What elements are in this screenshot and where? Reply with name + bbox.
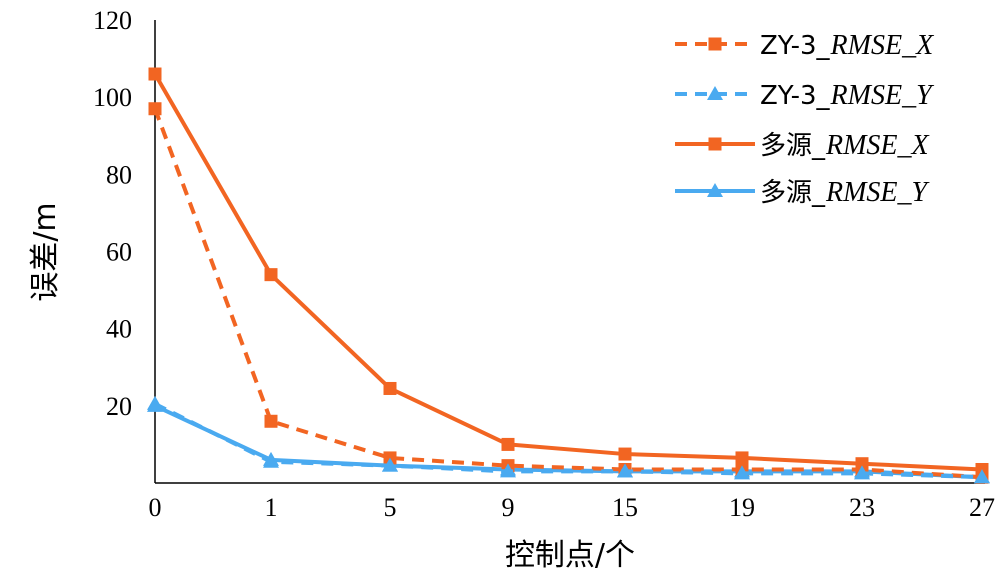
series-layer — [147, 67, 990, 484]
data-point — [264, 414, 278, 428]
legend-item: 多源_ RMSE_X — [675, 130, 930, 161]
data-point — [382, 457, 398, 472]
y-tick-label: 60 — [106, 238, 132, 267]
x-tick-label: 15 — [612, 493, 638, 522]
legend-label-prefix: 多源_ — [760, 131, 826, 161]
y-tick-label: 40 — [106, 315, 132, 344]
series-line — [154, 402, 983, 480]
series-多源_RMSE_X — [148, 67, 989, 476]
legend-item: 多源_ RMSE_Y — [675, 177, 931, 208]
data-point — [735, 451, 749, 465]
legend-marker — [707, 183, 723, 197]
legend-item: ZY-3_ RMSE_Y — [675, 80, 935, 111]
data-point — [500, 463, 516, 478]
series-line — [153, 73, 983, 472]
data-point — [263, 453, 279, 468]
data-point — [501, 437, 515, 451]
x-tick-label: 9 — [502, 493, 515, 522]
data-point — [854, 465, 870, 480]
data-point — [617, 463, 633, 478]
legend-marker — [708, 137, 722, 151]
y-axis-title: 误差/m — [28, 202, 63, 301]
legend-marker — [708, 37, 722, 51]
data-point — [734, 465, 750, 480]
data-point — [618, 447, 632, 461]
series-ZY-3_RMSE_Y — [147, 395, 990, 484]
x-tick-label: 0 — [149, 493, 162, 522]
y-tick-label: 20 — [106, 392, 132, 421]
data-point — [148, 67, 162, 81]
x-tick-label: 5 — [384, 493, 397, 522]
legend-label-prefix: 多源_ — [760, 178, 826, 208]
legend-label-suffix: RMSE_Y — [830, 80, 936, 111]
x-tick-label: 27 — [969, 493, 995, 522]
legend-label-suffix: RMSE_Y — [825, 177, 931, 208]
legend-marker — [707, 86, 723, 100]
x-tick-label: 23 — [849, 493, 875, 522]
legend-label-suffix: RMSE_X — [830, 30, 935, 61]
legend-label-prefix: ZY-3_ — [760, 31, 831, 61]
x-axis-title: 控制点/个 — [505, 538, 635, 573]
series-line — [153, 108, 983, 480]
data-point — [974, 469, 990, 484]
data-point — [264, 268, 278, 282]
y-tick-label: 80 — [106, 160, 132, 189]
data-point — [148, 102, 162, 116]
legend-label-suffix: RMSE_X — [825, 130, 930, 161]
x-tick-label: 1 — [265, 493, 278, 522]
legend-label-prefix: ZY-3_ — [760, 81, 831, 111]
y-tick-label: 100 — [93, 83, 132, 112]
data-point — [383, 381, 397, 395]
data-point — [147, 395, 163, 410]
x-tick-label: 19 — [729, 493, 755, 522]
y-tick-label: 120 — [93, 6, 132, 35]
legend-item: ZY-3_ RMSE_X — [675, 30, 934, 61]
legend: ZY-3_ RMSE_XZY-3_ RMSE_Y多源_ RMSE_X多源_ RMSE_Y — [675, 30, 935, 208]
